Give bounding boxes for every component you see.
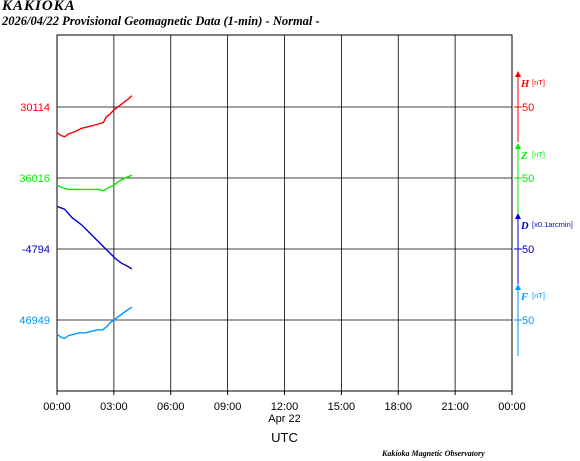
x-tick-label: 09:00	[214, 401, 242, 413]
scale-axes: H [nT]50Z [nT]50D [x0.1arcmin]50F [nT]50	[514, 71, 573, 356]
x-tick-label: 18:00	[384, 401, 412, 413]
x-axis-label: UTC	[271, 430, 298, 445]
x-tick-label: 15:00	[328, 401, 356, 413]
scale-arrow-d	[515, 213, 521, 219]
component-unit-f: [nT]	[532, 291, 545, 300]
scale-arrow-h	[515, 71, 521, 77]
component-unit-h: [nT]	[532, 78, 545, 87]
scale-label-f: 50	[522, 315, 534, 327]
chart-subtitle: 2026/04/22 Provisional Geomagnetic Data …	[2, 14, 320, 28]
scale-label-d: 50	[522, 244, 534, 256]
x-date-label: Apr 22	[268, 413, 300, 425]
scale-arrow-f	[515, 284, 521, 290]
component-unit-z: [nT]	[532, 150, 545, 159]
component-name-h: H	[520, 79, 530, 90]
series-line-z	[56, 174, 133, 192]
baseline-label-f: 46949	[19, 315, 50, 327]
scale-arrow-z	[515, 143, 521, 149]
scale-label-z: 50	[522, 173, 534, 185]
baseline-labels: 30114 36016 -4794 46949	[19, 102, 50, 327]
series-line-f	[56, 306, 133, 340]
station-name: KAKIOKA	[2, 0, 76, 14]
observatory-credit: Kakioka Magnetic Observatory	[382, 449, 485, 458]
plot-grid	[56, 34, 513, 392]
baseline-label-z: 36016	[19, 173, 50, 185]
series-lines	[56, 95, 133, 340]
time-axis: 00:00 03:00 06:00 09:00 12:00 15:00 18:00 21:00…	[43, 391, 526, 445]
series-line-h	[56, 95, 133, 138]
x-tick-label: 00:00	[498, 401, 526, 413]
series-line-d	[56, 205, 133, 270]
component-name-d: D	[520, 221, 529, 232]
baseline-label-h: 30114	[20, 102, 50, 114]
scale-label-h: 50	[522, 102, 534, 114]
component-unit-d: [x0.1arcmin]	[532, 220, 573, 229]
x-tick-label: 21:00	[441, 401, 469, 413]
x-tick-label: 03:00	[100, 401, 128, 413]
component-name-z: Z	[520, 151, 528, 162]
component-name-f: F	[520, 292, 528, 303]
baseline-label-d: -4794	[22, 244, 50, 256]
x-tick-label: 12:00	[271, 401, 299, 413]
x-tick-label: 00:00	[43, 401, 71, 413]
x-tick-label: 06:00	[157, 401, 185, 413]
